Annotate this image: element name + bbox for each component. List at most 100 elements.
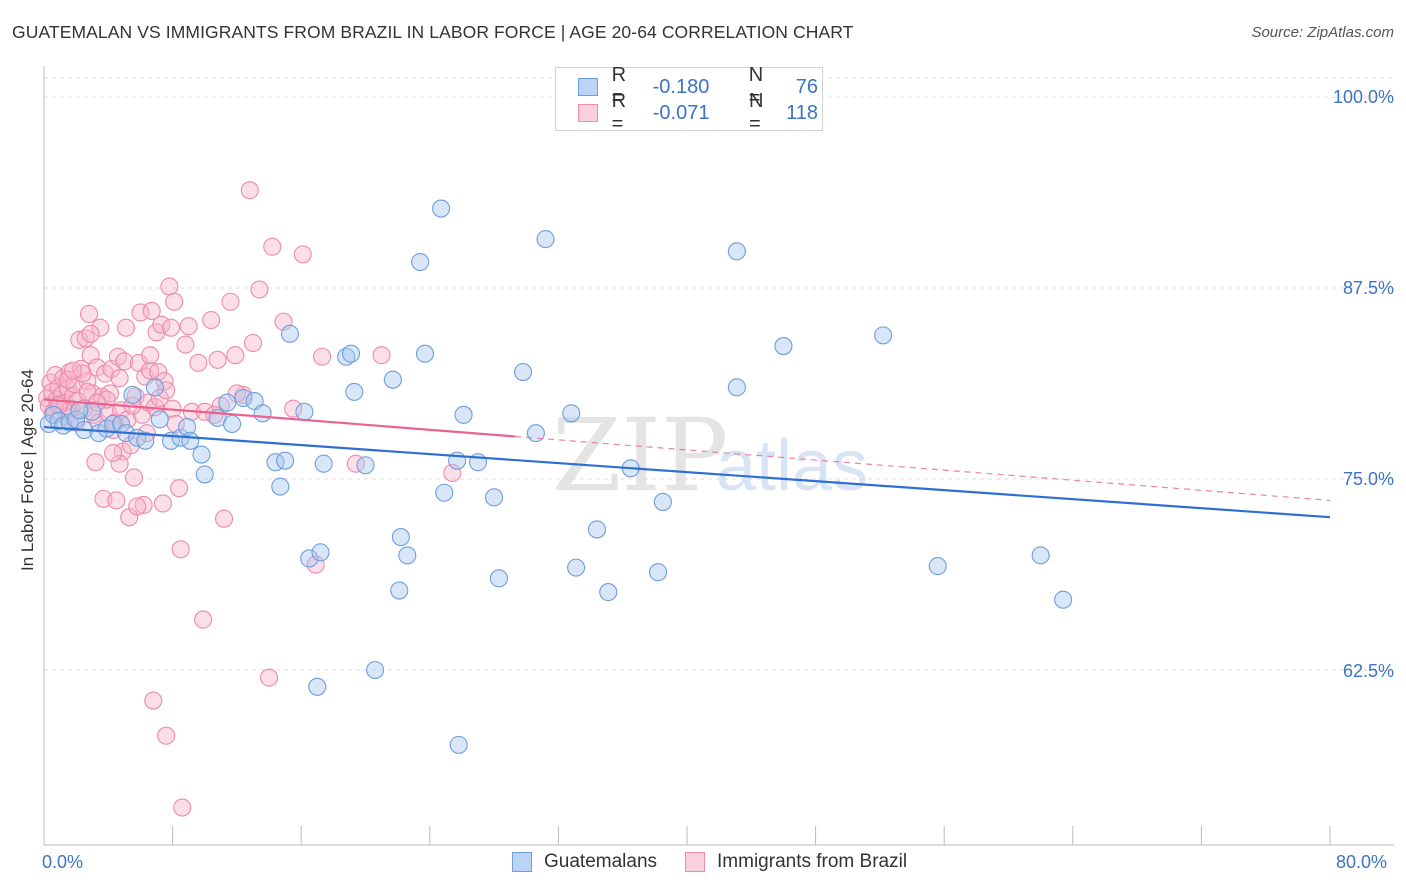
data-point [189, 353, 208, 372]
data-point [649, 563, 668, 582]
r-label: R = [611, 90, 627, 135]
data-point [70, 401, 89, 420]
data-point [356, 456, 375, 475]
data-point [107, 491, 126, 510]
data-point [149, 362, 168, 382]
data-point [372, 346, 391, 365]
data-point [874, 326, 893, 345]
data-point [208, 350, 227, 369]
r-value: -0.180 [652, 75, 710, 98]
data-point [276, 451, 295, 470]
data-point [293, 245, 312, 264]
data-point [536, 230, 555, 249]
data-point [485, 488, 504, 507]
data-point [202, 311, 221, 330]
data-point [295, 402, 314, 421]
data-point [567, 558, 586, 577]
data-point [59, 370, 78, 389]
data-point [150, 388, 169, 408]
data-point [165, 292, 184, 311]
series-brazil-points [38, 181, 462, 817]
data-point [928, 557, 947, 576]
data-point [173, 798, 192, 817]
data-point [599, 583, 618, 602]
data-point [411, 252, 430, 272]
data-point [337, 347, 356, 366]
legend-item-guatemalans[interactable]: Guatemalans [512, 851, 657, 873]
data-point [131, 303, 150, 322]
data-point [454, 405, 473, 424]
data-point [345, 382, 364, 401]
r-label: R = [611, 64, 627, 109]
data-point [346, 454, 365, 473]
data-point [110, 454, 129, 473]
data-point [124, 468, 144, 487]
data-point [141, 346, 160, 365]
stats-legend: R = -0.180 N = 76 R = -0.071 N = 118 [555, 64, 823, 135]
data-point [774, 337, 793, 356]
data-point [311, 543, 330, 562]
data-point [266, 453, 285, 472]
data-point [341, 344, 361, 363]
n-value: 118 [786, 101, 818, 124]
data-point [284, 399, 303, 418]
n-label: N = [749, 90, 764, 135]
y-axis-label: In Labor Force | Age 20-64 [18, 369, 37, 571]
data-point [240, 181, 259, 200]
stats-legend-row-brazil: R = -0.071 N = 118 [578, 90, 822, 135]
data-point [104, 443, 123, 463]
data-point [123, 385, 142, 405]
x-tick-label-start: 0.0% [42, 852, 84, 872]
data-point [250, 280, 269, 299]
data-point [587, 520, 607, 539]
data-point [562, 404, 581, 423]
data-point [115, 352, 134, 371]
data-point [145, 378, 164, 397]
data-point [179, 317, 198, 336]
series-legend: Guatemalans Immigrants from Brazil [512, 851, 935, 873]
data-point [223, 414, 242, 434]
legend-item-brazil[interactable]: Immigrants from Brazil [685, 851, 907, 873]
data-point [157, 381, 176, 400]
data-point [205, 405, 224, 424]
data-point [271, 477, 290, 496]
axes [43, 66, 1394, 846]
data-point [81, 324, 100, 343]
data-point [314, 454, 333, 473]
data-point [398, 546, 417, 565]
data-point [227, 384, 246, 403]
data-point [253, 404, 272, 423]
data-point [449, 735, 468, 754]
pink-swatch [578, 104, 598, 122]
data-point [134, 495, 153, 515]
data-point [153, 494, 173, 513]
data-point [214, 509, 234, 528]
data-point [108, 347, 127, 366]
data-point [308, 677, 327, 696]
data-point [169, 479, 189, 498]
data-point [383, 370, 402, 389]
data-point [157, 726, 176, 745]
y-tick-label: 87.5% [1342, 278, 1394, 298]
data-point [150, 410, 169, 429]
data-point [366, 660, 385, 680]
data-point [79, 304, 99, 324]
legend-label: Guatemalans [544, 851, 658, 872]
data-point [155, 372, 174, 391]
data-point [181, 431, 200, 450]
trend-line-brazil-dashed [514, 435, 1331, 501]
trend-line-brazil-solid [43, 398, 516, 438]
data-point [727, 378, 746, 397]
n-value: 76 [795, 75, 818, 98]
data-point [1031, 546, 1050, 565]
blue-swatch [578, 78, 598, 96]
data-point [128, 497, 147, 516]
trend-lines [43, 398, 1331, 519]
trend-line-guatemalans [43, 425, 1331, 519]
data-point [178, 417, 197, 437]
data-point [243, 333, 263, 353]
data-point [300, 549, 319, 568]
data-point [234, 388, 253, 408]
data-point [432, 199, 451, 218]
